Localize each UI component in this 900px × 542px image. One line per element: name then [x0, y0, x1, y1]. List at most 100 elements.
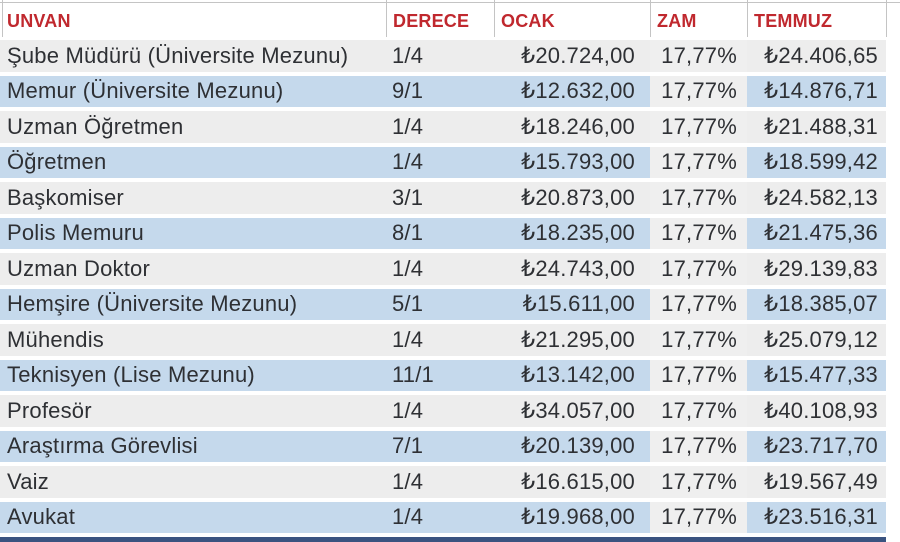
- table-row: Başkomiser 3/1 ₺20.873,00 17,77% ₺24.582…: [0, 182, 886, 218]
- cell-derece[interactable]: 1/4: [392, 255, 424, 281]
- cell-zam[interactable]: 17,77%: [650, 288, 747, 320]
- table-row: Profesör 1/4 ₺34.057,00 17,77% ₺40.108,9…: [0, 395, 886, 431]
- cell-unvan[interactable]: Profesör: [7, 397, 92, 423]
- cell-ocak[interactable]: ₺24.743,00: [521, 255, 635, 281]
- table-body: Şube Müdürü (Üniversite Mezunu) 1/4 ₺20.…: [0, 40, 886, 537]
- table-row: Vaiz 1/4 ₺16.615,00 17,77% ₺19.567,49: [0, 466, 886, 502]
- cell-ocak[interactable]: ₺13.142,00: [521, 362, 635, 388]
- cell-unvan[interactable]: Hemşire (Üniversite Mezunu): [7, 291, 298, 317]
- header-cell-zam[interactable]: ZAM: [657, 11, 697, 31]
- cell-ocak[interactable]: ₺34.057,00: [521, 397, 635, 423]
- cell-ocak[interactable]: ₺12.632,00: [521, 78, 635, 104]
- table-row: Memur (Üniversite Mezunu) 9/1 ₺12.632,00…: [0, 75, 886, 111]
- cell-derece[interactable]: 11/1: [392, 362, 434, 388]
- cell-temmuz[interactable]: ₺23.516,31: [764, 504, 878, 530]
- cell-ocak[interactable]: ₺21.295,00: [521, 326, 635, 352]
- cell-zam[interactable]: 17,77%: [650, 359, 747, 391]
- cell-temmuz[interactable]: ₺29.139,83: [764, 255, 878, 281]
- cell-temmuz[interactable]: ₺15.477,33: [764, 362, 878, 388]
- cell-derece[interactable]: 1/4: [392, 149, 424, 175]
- cell-temmuz[interactable]: ₺18.599,42: [764, 149, 878, 175]
- cell-derece[interactable]: 9/1: [392, 78, 424, 104]
- cell-derece[interactable]: 3/1: [392, 184, 424, 210]
- table-row: Avukat 1/4 ₺19.968,00 17,77% ₺23.516,31: [0, 501, 886, 537]
- column-grid-line: [650, 0, 651, 37]
- cell-temmuz[interactable]: ₺19.567,49: [764, 468, 878, 494]
- top-divider-line: [0, 2, 900, 3]
- table-row: Teknisyen (Lise Mezunu) 11/1 ₺13.142,00 …: [0, 359, 886, 395]
- cell-zam[interactable]: 17,77%: [650, 111, 747, 143]
- cell-unvan[interactable]: Şube Müdürü (Üniversite Mezunu): [7, 42, 349, 68]
- cell-derece[interactable]: 7/1: [392, 433, 424, 459]
- cell-zam[interactable]: 17,77%: [650, 253, 747, 285]
- cell-zam[interactable]: 17,77%: [650, 466, 747, 498]
- table-row: Hemşire (Üniversite Mezunu) 5/1 ₺15.611,…: [0, 288, 886, 324]
- cell-derece[interactable]: 1/4: [392, 42, 424, 68]
- table-row: Mühendis 1/4 ₺21.295,00 17,77% ₺25.079,1…: [0, 324, 886, 360]
- cell-temmuz[interactable]: ₺14.876,71: [764, 78, 878, 104]
- column-grid-line: [886, 0, 887, 37]
- cell-ocak[interactable]: ₺20.139,00: [521, 433, 635, 459]
- header-cell-unvan[interactable]: UNVAN: [7, 11, 71, 31]
- cell-ocak[interactable]: ₺16.615,00: [521, 468, 635, 494]
- cell-ocak[interactable]: ₺19.968,00: [521, 504, 635, 530]
- header-cell-ocak[interactable]: OCAK: [501, 11, 555, 31]
- cell-unvan[interactable]: Memur (Üniversite Mezunu): [7, 78, 284, 104]
- column-grid-line: [386, 0, 387, 37]
- cell-zam[interactable]: 17,77%: [650, 75, 747, 107]
- cell-unvan[interactable]: Öğretmen: [7, 149, 107, 175]
- cell-zam[interactable]: 17,77%: [650, 395, 747, 427]
- cell-ocak[interactable]: ₺20.724,00: [521, 42, 635, 68]
- cell-temmuz[interactable]: ₺21.488,31: [764, 113, 878, 139]
- cell-temmuz[interactable]: ₺24.582,13: [764, 184, 878, 210]
- header-cell-temmuz[interactable]: TEMMUZ: [754, 11, 833, 31]
- table-row: Polis Memuru 8/1 ₺18.235,00 17,77% ₺21.4…: [0, 217, 886, 253]
- cell-temmuz[interactable]: ₺25.079,12: [764, 326, 878, 352]
- cell-unvan[interactable]: Polis Memuru: [7, 220, 144, 246]
- bottom-border-bar: [0, 537, 886, 542]
- header-cell-derece[interactable]: DERECE: [393, 11, 470, 31]
- cell-zam[interactable]: 17,77%: [650, 182, 747, 214]
- cell-unvan[interactable]: Uzman Doktor: [7, 255, 150, 281]
- cell-zam[interactable]: 17,77%: [650, 324, 747, 356]
- table-row: Uzman Öğretmen 1/4 ₺18.246,00 17,77% ₺21…: [0, 111, 886, 147]
- table-header: UNVAN DERECE OCAK ZAM TEMMUZ: [0, 0, 900, 40]
- cell-unvan[interactable]: Araştırma Görevlisi: [7, 433, 198, 459]
- cell-zam[interactable]: 17,77%: [650, 430, 747, 462]
- cell-zam[interactable]: 17,77%: [650, 217, 747, 249]
- cell-ocak[interactable]: ₺15.793,00: [521, 149, 635, 175]
- cell-derece[interactable]: 1/4: [392, 504, 424, 530]
- cell-ocak[interactable]: ₺15.611,00: [522, 291, 635, 317]
- cell-zam[interactable]: 17,77%: [650, 146, 747, 178]
- cell-temmuz[interactable]: ₺40.108,93: [764, 397, 878, 423]
- cell-unvan[interactable]: Başkomiser: [7, 184, 124, 210]
- column-grid-line: [494, 0, 495, 37]
- table-row: Öğretmen 1/4 ₺15.793,00 17,77% ₺18.599,4…: [0, 146, 886, 182]
- cell-derece[interactable]: 1/4: [392, 468, 424, 494]
- cell-ocak[interactable]: ₺18.246,00: [521, 113, 635, 139]
- table-row: Uzman Doktor 1/4 ₺24.743,00 17,77% ₺29.1…: [0, 253, 886, 289]
- cell-zam[interactable]: 17,77%: [650, 501, 747, 533]
- cell-temmuz[interactable]: ₺23.717,70: [764, 433, 878, 459]
- cell-unvan[interactable]: Uzman Öğretmen: [7, 113, 184, 139]
- cell-unvan[interactable]: Mühendis: [7, 326, 104, 352]
- column-grid-line: [2, 0, 3, 37]
- cell-temmuz[interactable]: ₺24.406,65: [764, 42, 878, 68]
- cell-derece[interactable]: 1/4: [392, 113, 424, 139]
- cell-ocak[interactable]: ₺20.873,00: [521, 184, 635, 210]
- column-grid-line: [747, 0, 748, 37]
- cell-derece[interactable]: 5/1: [392, 291, 424, 317]
- cell-derece[interactable]: 8/1: [392, 220, 424, 246]
- table-row: Araştırma Görevlisi 7/1 ₺20.139,00 17,77…: [0, 430, 886, 466]
- cell-temmuz[interactable]: ₺21.475,36: [764, 220, 878, 246]
- table-row: Şube Müdürü (Üniversite Mezunu) 1/4 ₺20.…: [0, 40, 886, 76]
- cell-ocak[interactable]: ₺18.235,00: [521, 220, 635, 246]
- cell-derece[interactable]: 1/4: [392, 326, 424, 352]
- cell-unvan[interactable]: Avukat: [7, 504, 76, 530]
- cell-unvan[interactable]: Vaiz: [7, 468, 49, 494]
- cell-temmuz[interactable]: ₺18.385,07: [764, 291, 878, 317]
- cell-zam[interactable]: 17,77%: [650, 40, 747, 72]
- cell-derece[interactable]: 1/4: [392, 397, 424, 423]
- cell-unvan[interactable]: Teknisyen (Lise Mezunu): [7, 362, 255, 388]
